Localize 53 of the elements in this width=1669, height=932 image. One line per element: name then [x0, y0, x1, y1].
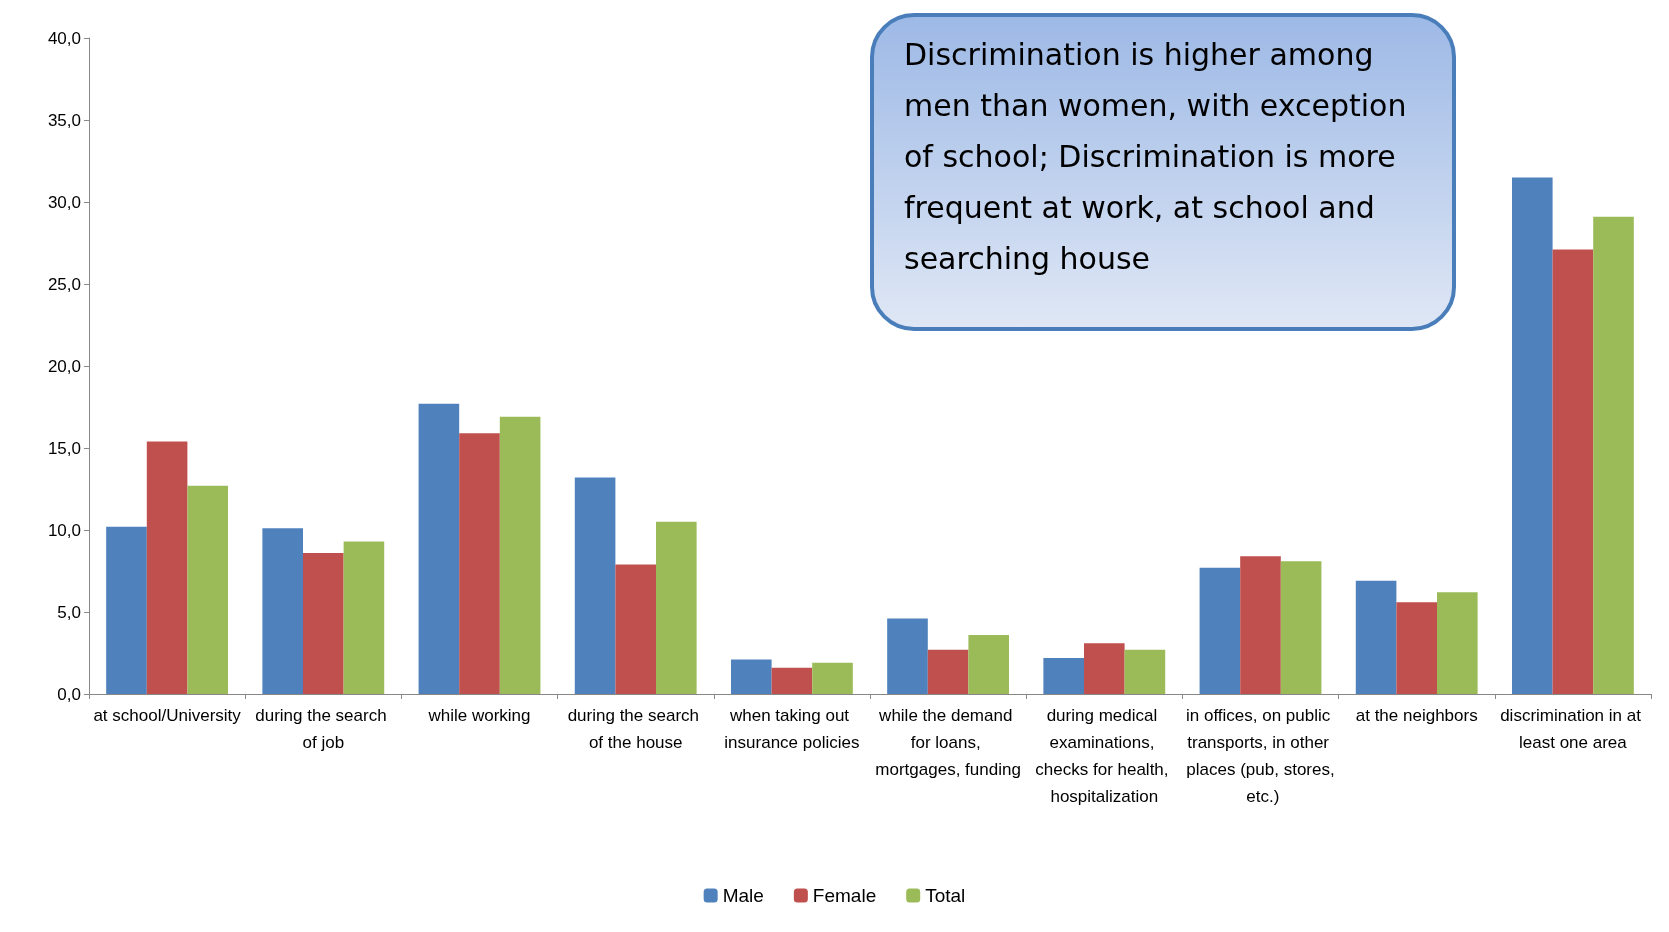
bar [418, 403, 460, 694]
y-tick-label: 15,0 [47, 438, 81, 458]
bar [1511, 177, 1553, 694]
y-tick-label: 25,0 [47, 274, 81, 294]
y-tick-label: 10,0 [47, 520, 81, 540]
bar [499, 416, 541, 694]
bar [187, 485, 229, 694]
bar [656, 521, 697, 694]
x-tick-label: during the search of the house [567, 706, 704, 752]
x-tick-label: when taking out insurance policies [724, 706, 860, 752]
y-tick-label: 5,0 [57, 602, 81, 622]
bar [1437, 592, 1478, 694]
x-tick-label: during the search of job [255, 706, 392, 752]
bar [1043, 657, 1084, 694]
legend-label: Total [925, 885, 966, 906]
bar [1083, 643, 1125, 694]
bar [771, 667, 813, 694]
legend-label: Male [722, 885, 764, 906]
bar [302, 552, 344, 694]
y-tick-label: 40,0 [47, 28, 81, 48]
bar [1552, 249, 1594, 694]
bar [1240, 556, 1281, 694]
bar [1280, 561, 1322, 694]
y-tick-label: 0,0 [57, 684, 81, 704]
x-tick-label: during medical examinations, checks for health, hospitalization [1035, 706, 1174, 806]
bar [887, 618, 928, 694]
bar [615, 564, 657, 694]
bar [968, 634, 1010, 694]
legend-label: Female [812, 885, 877, 906]
bar [1593, 216, 1634, 694]
y-tick-label: 20,0 [47, 356, 81, 376]
bar [927, 649, 969, 694]
x-tick-label: while working [427, 706, 531, 725]
bar [343, 541, 385, 694]
bar [146, 441, 188, 694]
y-tick-label: 35,0 [47, 110, 81, 130]
x-tick-label: at the neighbors [1355, 706, 1478, 725]
bar [1396, 602, 1438, 694]
x-tick-label: in offices, on public transports, in other places (pub, stores, etc.) [1186, 706, 1335, 806]
bar [574, 477, 616, 694]
bar [1124, 649, 1166, 694]
bar [106, 526, 147, 694]
x-tick-label: while the demand for loans, mortgages, funding [875, 706, 1021, 779]
bar [459, 433, 500, 694]
bar [1355, 580, 1397, 694]
y-tick-label: 30,0 [47, 192, 81, 212]
x-tick-label: at school/University [93, 706, 242, 725]
bar [812, 662, 853, 694]
bar [730, 659, 772, 694]
bar [1199, 567, 1241, 694]
callout-box: Discrimination is higher among men than women, with exception of school; Discrimination is more frequent at work, at school and searching house [870, 13, 1456, 331]
x-tick-label: discrimination in at least one area [1500, 706, 1646, 752]
bar [262, 528, 303, 694]
